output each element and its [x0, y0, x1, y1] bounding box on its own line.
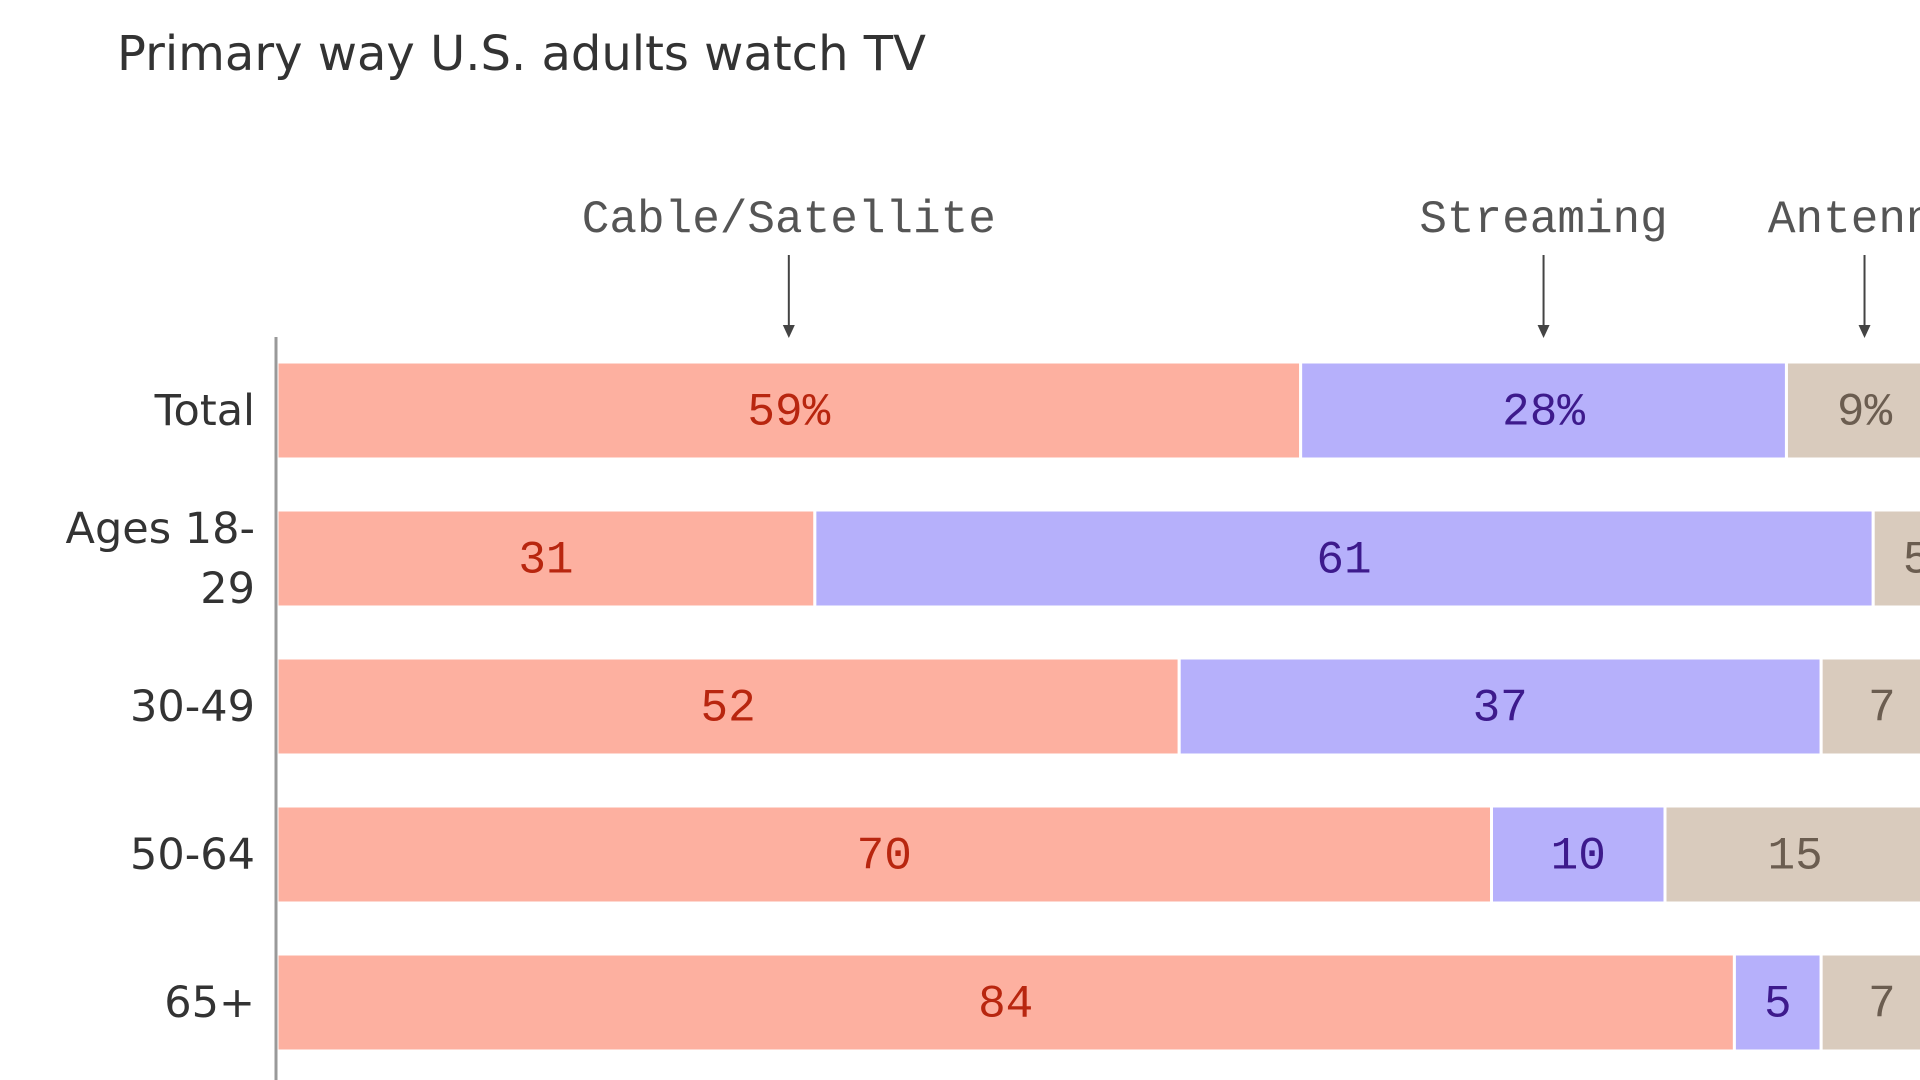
value-label: 7 [1868, 683, 1896, 735]
category-label: Total [154, 385, 255, 436]
value-label: 37 [1473, 683, 1528, 735]
value-label: 5 [1764, 979, 1792, 1031]
value-label: 84 [978, 979, 1033, 1031]
value-label: 15 [1768, 831, 1823, 883]
bar-segment [275, 508, 817, 609]
category-label: Ages 18-29 [65, 503, 255, 614]
chart-title: Primary way U.S. adults watch TV [117, 26, 926, 82]
bar-segment [1663, 804, 1920, 905]
value-label: 70 [857, 831, 912, 883]
value-label: 10 [1551, 831, 1606, 883]
bar-segment [275, 360, 1303, 461]
value-label: 7 [1868, 979, 1896, 1031]
series-name: Cable/Satellite [582, 194, 996, 246]
bar-segment [1784, 360, 1920, 461]
bar-segment [1177, 656, 1823, 757]
arrow-head [782, 325, 795, 338]
value-label: 59% [747, 387, 830, 439]
arrow-head [1537, 325, 1550, 338]
series-name: Streaming [1419, 194, 1667, 246]
value-label: 61 [1316, 535, 1371, 587]
bar-segment [1299, 360, 1788, 461]
value-label: 28% [1502, 387, 1585, 439]
arrow-head [1858, 325, 1871, 338]
bar-segment [1819, 952, 1920, 1053]
bar-segment [275, 804, 1493, 905]
series-name: Antenna [1768, 194, 1920, 246]
bar-segment [1871, 508, 1920, 609]
value-label: 31 [518, 535, 573, 587]
value-label: 9% [1837, 387, 1893, 439]
bar-segment [1490, 804, 1667, 905]
value-label: 52 [700, 683, 755, 735]
bar-segment [275, 952, 1736, 1053]
bar-segment [813, 508, 1875, 609]
category-label: 30-49 [130, 681, 255, 732]
category-label: 50-64 [130, 829, 255, 880]
bar-segment [1819, 656, 1920, 757]
category-label: 65+ [164, 977, 255, 1028]
value-label: 5 [1903, 535, 1920, 587]
bar-segment [275, 656, 1181, 757]
bar-segment [1732, 952, 1823, 1053]
